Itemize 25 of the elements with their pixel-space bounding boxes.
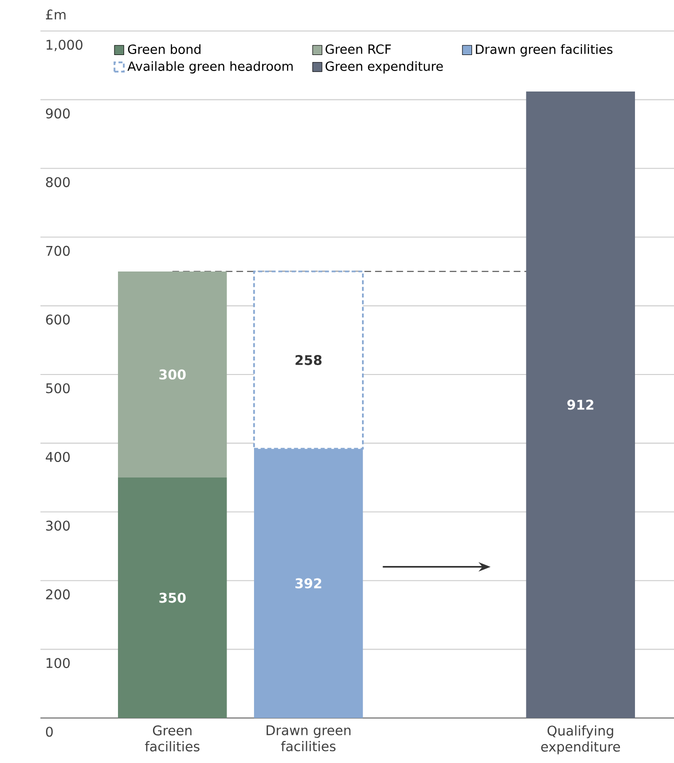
data-label: 258 <box>295 355 322 366</box>
y-tick-label: 600 <box>46 314 70 325</box>
legend-label: Green RCF <box>325 44 391 54</box>
legend-label: Drawn green facilities <box>476 44 612 56</box>
y-axis-title: £m <box>46 10 66 20</box>
data-label: 300 <box>159 369 186 380</box>
y-tick-label: 200 <box>46 589 70 600</box>
x-tick-label: Drawn green facilities <box>266 725 350 752</box>
y-tick-label: 700 <box>46 246 70 256</box>
legend-label: Available green headroom <box>127 61 292 74</box>
legend-label: Green bond <box>128 44 200 54</box>
y-tick-label: 400 <box>46 452 70 462</box>
y-tick-label: 1,000 <box>46 40 82 52</box>
x-tick-label: Green facilities <box>144 725 200 752</box>
data-label: 912 <box>567 400 594 410</box>
y-tick-label: 900 <box>46 108 70 118</box>
y-tick-label: 100 <box>46 658 70 668</box>
y-tick-label: 0 <box>46 726 53 737</box>
y-tick-label: 300 <box>46 520 70 531</box>
y-tick-label: 800 <box>46 177 70 188</box>
data-label: 350 <box>159 592 186 603</box>
legend-label: Green expenditure <box>325 61 443 74</box>
y-tick-label: 500 <box>46 383 70 394</box>
x-tick-label: Qualifying expenditure <box>540 725 620 754</box>
data-label: 392 <box>295 578 322 588</box>
